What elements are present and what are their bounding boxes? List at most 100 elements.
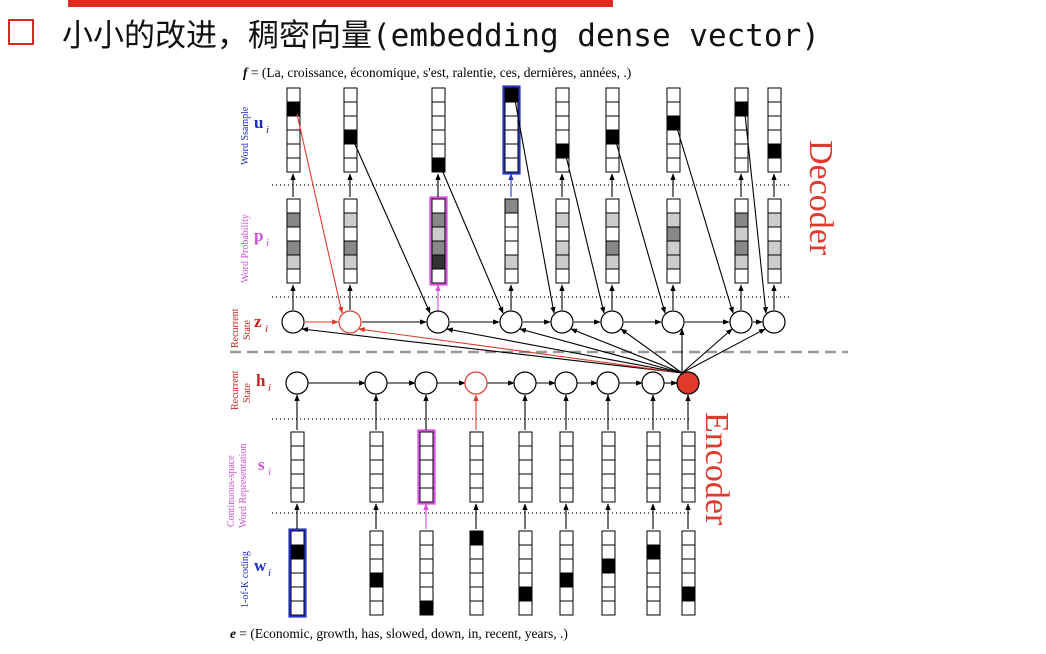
one-hot-w-cell bbox=[681, 558, 696, 574]
word-prob-p-cell bbox=[286, 254, 301, 270]
word-sample-u-cell bbox=[555, 87, 570, 103]
word-prob-p-cell bbox=[286, 212, 301, 228]
continuous-s-cell bbox=[559, 459, 574, 475]
decoder-state-z bbox=[661, 310, 685, 334]
arrow-context bbox=[519, 328, 683, 374]
word-prob-p-cell bbox=[767, 226, 782, 242]
encoder-label: Encoder bbox=[698, 412, 735, 526]
arrow-context bbox=[301, 327, 683, 374]
word-prob-p-cell bbox=[504, 240, 519, 256]
arrow-feedback bbox=[514, 99, 556, 314]
one-hot-w-cell bbox=[559, 544, 574, 560]
word-prob-p-cell bbox=[767, 254, 782, 270]
decoder-state-z bbox=[338, 310, 362, 334]
word-prob-p-cell bbox=[605, 268, 620, 284]
word-sample-u-cell bbox=[504, 115, 519, 131]
arrow-feedback bbox=[676, 127, 734, 314]
word-prob-p-cell bbox=[605, 212, 620, 228]
svg-text:Continuous-space: Continuous-space bbox=[226, 455, 237, 527]
word-prob-p-cell bbox=[734, 226, 749, 242]
word-sample-u-cell bbox=[666, 87, 681, 103]
english-sentence: e = (Economic, growth, has, slowed, down… bbox=[230, 626, 568, 641]
word-prob-p-cell bbox=[431, 254, 446, 270]
word-sample-u-cell bbox=[605, 129, 620, 145]
word-sample-u-cell bbox=[343, 101, 358, 117]
word-prob-p-cell bbox=[555, 198, 570, 214]
one-hot-w-cell bbox=[290, 586, 305, 602]
word-prob-p-cell bbox=[555, 240, 570, 256]
svg-text:Word Ssample: Word Ssample bbox=[240, 106, 251, 165]
word-sample-u-cell bbox=[666, 143, 681, 159]
continuous-s-cell bbox=[290, 459, 305, 475]
word-sample-u-cell bbox=[431, 115, 446, 131]
word-prob-p-cell bbox=[666, 240, 681, 256]
continuous-s-cell bbox=[646, 473, 661, 489]
word-sample-u-cell bbox=[605, 87, 620, 103]
encoder-state-h bbox=[554, 371, 578, 395]
continuous-s-cell bbox=[681, 459, 696, 475]
one-hot-w-cell bbox=[290, 558, 305, 574]
word-prob-p-cell bbox=[767, 240, 782, 256]
row-label-w: 1-of-K coding w i bbox=[240, 551, 271, 608]
one-hot-w-cell bbox=[601, 586, 616, 602]
word-sample-u-cell bbox=[734, 143, 749, 159]
one-hot-w-cell bbox=[681, 530, 696, 546]
continuous-s-cell bbox=[646, 431, 661, 447]
one-hot-w-cell bbox=[559, 572, 574, 588]
word-sample-u-cell bbox=[504, 143, 519, 159]
word-sample-u-cell bbox=[504, 87, 519, 103]
word-prob-p-cell bbox=[555, 254, 570, 270]
arrow-feedback bbox=[565, 155, 606, 314]
word-prob-p-cell bbox=[666, 254, 681, 270]
svg-text:s: s bbox=[258, 455, 265, 474]
row-label-h: Recurrent State h i bbox=[230, 370, 271, 410]
continuous-s-cell bbox=[290, 487, 305, 503]
word-sample-u-cell bbox=[286, 101, 301, 117]
word-prob-p-cell bbox=[504, 212, 519, 228]
svg-text:i: i bbox=[265, 323, 268, 335]
one-hot-w-cell bbox=[601, 544, 616, 560]
decoder-state-z bbox=[729, 310, 753, 334]
one-hot-w-cell bbox=[559, 530, 574, 546]
svg-text:1-of-K coding: 1-of-K coding bbox=[240, 551, 251, 608]
continuous-s-cell bbox=[518, 473, 533, 489]
continuous-s-cell bbox=[469, 459, 484, 475]
row-label-s: Continuous-space Word Representation s i bbox=[226, 444, 271, 528]
one-hot-w-cell bbox=[681, 572, 696, 588]
continuous-s-cell bbox=[559, 445, 574, 461]
arrow-feedback bbox=[296, 113, 344, 314]
one-hot-w-cell bbox=[646, 600, 661, 616]
word-prob-p-cell bbox=[286, 240, 301, 256]
continuous-s-cell bbox=[681, 445, 696, 461]
svg-text:Recurrent: Recurrent bbox=[230, 308, 241, 348]
word-prob-p-cell bbox=[767, 198, 782, 214]
word-sample-u-cell bbox=[734, 157, 749, 173]
continuous-s-cell bbox=[469, 473, 484, 489]
continuous-s-cell bbox=[681, 431, 696, 447]
word-prob-p-cell bbox=[343, 226, 358, 242]
one-hot-w-cell bbox=[681, 600, 696, 616]
arrow-context bbox=[358, 327, 683, 374]
bullet-square-icon bbox=[8, 19, 34, 45]
one-hot-w-cell bbox=[469, 586, 484, 602]
row-label-z: Recurrent State z i bbox=[230, 308, 268, 348]
continuous-s-cell bbox=[681, 473, 696, 489]
one-hot-w-cell bbox=[469, 600, 484, 616]
word-prob-p-cell bbox=[343, 198, 358, 214]
one-hot-w-cell bbox=[469, 572, 484, 588]
one-hot-w-cell bbox=[369, 544, 384, 560]
word-prob-p-cell bbox=[734, 198, 749, 214]
slide-title: 小小的改进，稠密向量(embedding dense vector) bbox=[62, 17, 820, 54]
word-sample-u-cell bbox=[767, 87, 782, 103]
slide-title-row: 小小的改进，稠密向量(embedding dense vector) bbox=[8, 10, 820, 54]
decoder-state-z bbox=[426, 310, 450, 334]
one-hot-w-cell bbox=[369, 558, 384, 574]
word-sample-u-cell bbox=[555, 143, 570, 159]
word-prob-p-cell bbox=[666, 198, 681, 214]
one-hot-w-cell bbox=[601, 558, 616, 574]
word-sample-u-cell bbox=[431, 143, 446, 159]
continuous-s-cell bbox=[419, 445, 434, 461]
word-prob-p-cell bbox=[666, 212, 681, 228]
word-prob-p-cell bbox=[431, 226, 446, 242]
